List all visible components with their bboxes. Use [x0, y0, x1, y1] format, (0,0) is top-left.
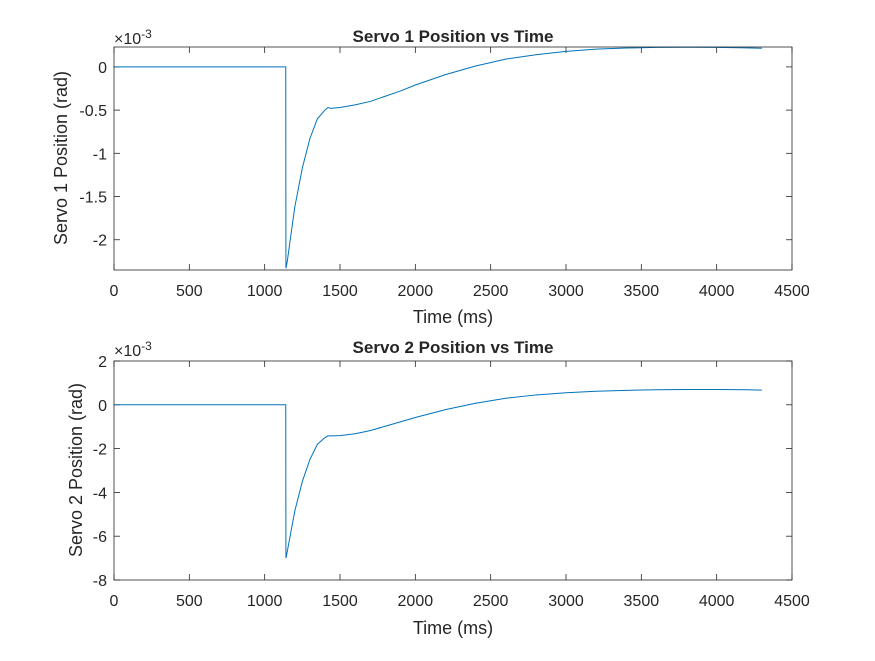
x-tick-label: 3500: [624, 593, 660, 610]
y-tick-label: -2: [93, 442, 107, 459]
exponent-label-2: ×10-3: [114, 339, 152, 360]
plot-area-1: [114, 47, 792, 270]
x-tick-label: 3500: [624, 283, 660, 300]
x-tick-label: 3000: [548, 283, 584, 300]
exponent-power-1: -3: [141, 27, 152, 41]
y-tick-labels-1: 0 -0.5 -1 -1.5 -2: [79, 60, 107, 250]
x-tick-label: 4500: [774, 593, 810, 610]
x-tick-labels-2: 0 500 1000 1500 2000 2500 3000 3500 4000 4500: [110, 593, 810, 610]
y-tick-label: -4: [93, 485, 107, 502]
x-tick-label: 4500: [774, 283, 810, 300]
x-tick-label: 2000: [398, 283, 434, 300]
x-axis-label-1: Time (ms): [413, 307, 493, 327]
y-tick-label: 0: [98, 60, 107, 77]
x-tick-label: 1500: [322, 283, 358, 300]
x-tick-label: 4000: [699, 593, 735, 610]
exponent-power-2: -3: [141, 339, 152, 353]
subplot-servo-1: 0 500 1000 1500 2000 2500 3000 3500 4000 4500 0 -0…: [51, 27, 810, 327]
x-tick-label: 3000: [548, 593, 584, 610]
x-tick-label: 2500: [473, 593, 509, 610]
x-tick-label: 500: [176, 283, 203, 300]
y-axis-label-1: Servo 1 Position (rad): [51, 71, 71, 245]
y-tick-label: -6: [93, 529, 107, 546]
plot-area-2: [114, 361, 792, 580]
x-tick-label: 1000: [247, 283, 283, 300]
y-axis-label-2: Servo 2 Position (rad): [66, 383, 86, 557]
y-tick-label: 2: [98, 354, 107, 371]
y-tick-label: -2: [93, 233, 107, 250]
y-tick-label: -1: [93, 146, 107, 163]
y-tick-labels-2: 2 0 -2 -4 -6 -8: [93, 354, 107, 590]
x-tick-label: 2000: [398, 593, 434, 610]
exponent-base-1: ×10: [114, 31, 141, 48]
x-tick-label: 0: [110, 593, 119, 610]
x-tick-label: 1000: [247, 593, 283, 610]
x-axis-label-2: Time (ms): [413, 618, 493, 638]
exponent-label-1: ×10-3: [114, 27, 152, 48]
series-line-servo-1: [114, 46, 762, 269]
x-tick-label: 0: [110, 283, 119, 300]
series-line-servo-2: [114, 388, 762, 559]
x-tick-label: 1500: [322, 593, 358, 610]
chart-title-1: Servo 1 Position vs Time: [353, 27, 554, 46]
x-tick-label: 4000: [699, 283, 735, 300]
exponent-base-2: ×10: [114, 343, 141, 360]
x-tick-labels-1: 0 500 1000 1500 2000 2500 3000 3500 4000 4500: [110, 283, 810, 300]
y-tick-label: 0: [98, 398, 107, 415]
axes-box-1: [113, 46, 793, 271]
y-tick-label: -1.5: [79, 190, 107, 207]
subplot-servo-2: 0 500 1000 1500 2000 2500 3000 3500 4000 4500 20-…: [66, 338, 810, 638]
axes-ticks-1: [113, 47, 793, 270]
chart-title-2: Servo 2 Position vs Time: [353, 338, 554, 357]
axes-box-2: [113, 360, 793, 581]
x-tick-label: 2500: [473, 283, 509, 300]
y-tick-label: -0.5: [79, 103, 107, 120]
y-tick-label: -8: [93, 573, 107, 590]
x-tick-label: 500: [176, 593, 203, 610]
